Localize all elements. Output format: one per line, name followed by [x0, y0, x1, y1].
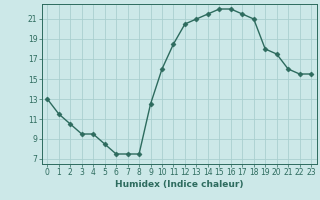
X-axis label: Humidex (Indice chaleur): Humidex (Indice chaleur) — [115, 180, 244, 189]
